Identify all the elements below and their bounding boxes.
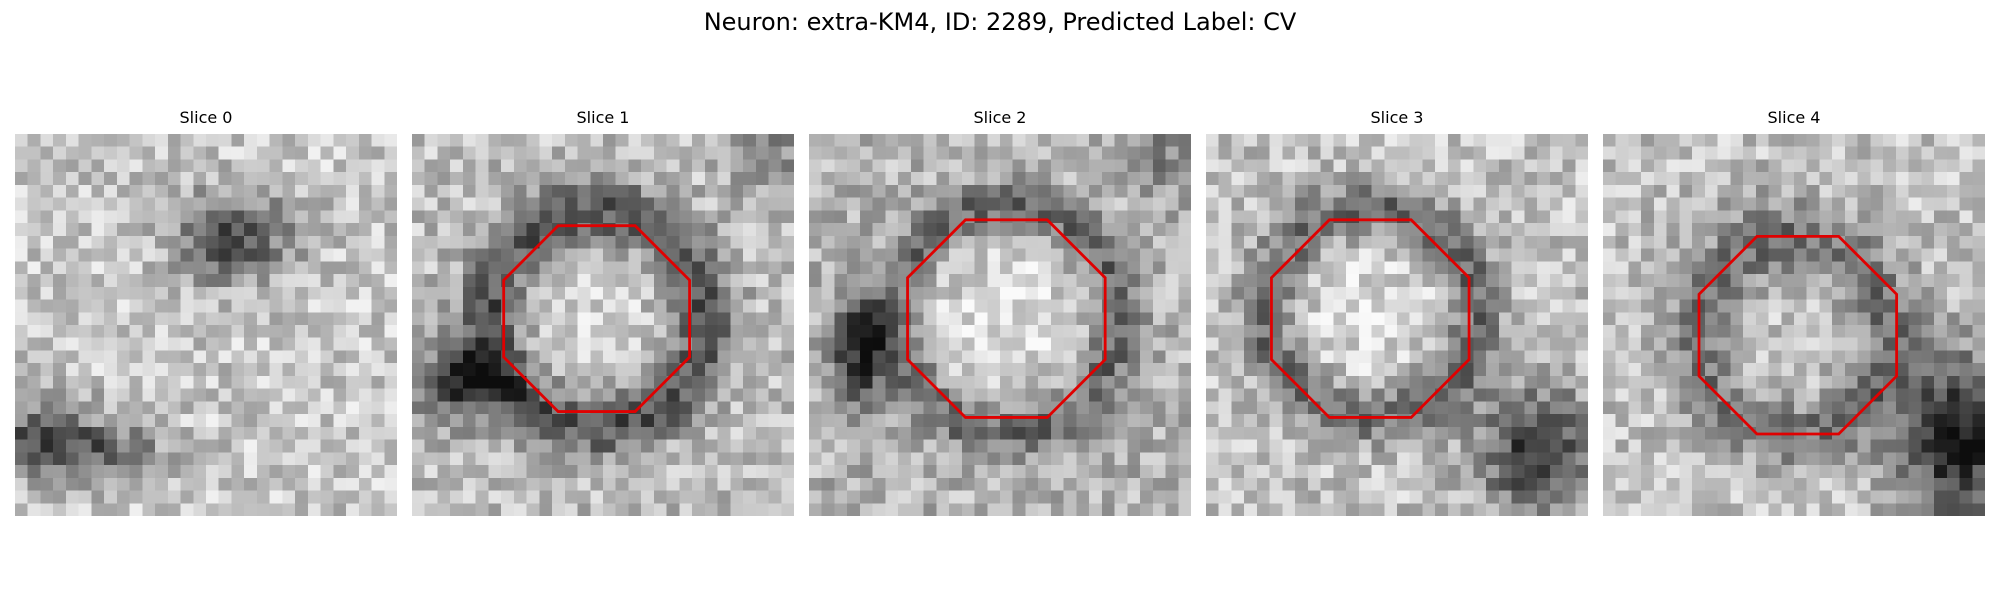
slice-title: Slice 3 [1206, 108, 1588, 128]
slice-image [1603, 134, 1985, 516]
slice-image [809, 134, 1191, 516]
slice-image [1206, 134, 1588, 516]
slice-title: Slice 2 [809, 108, 1191, 128]
slice-title: Slice 4 [1603, 108, 1985, 128]
slice-title: Slice 0 [15, 108, 397, 128]
slice-image [15, 134, 397, 516]
figure-title: Neuron: extra-KM4, ID: 2289, Predicted L… [0, 6, 2000, 38]
slice-title: Slice 1 [412, 108, 794, 128]
slice-image [412, 134, 794, 516]
